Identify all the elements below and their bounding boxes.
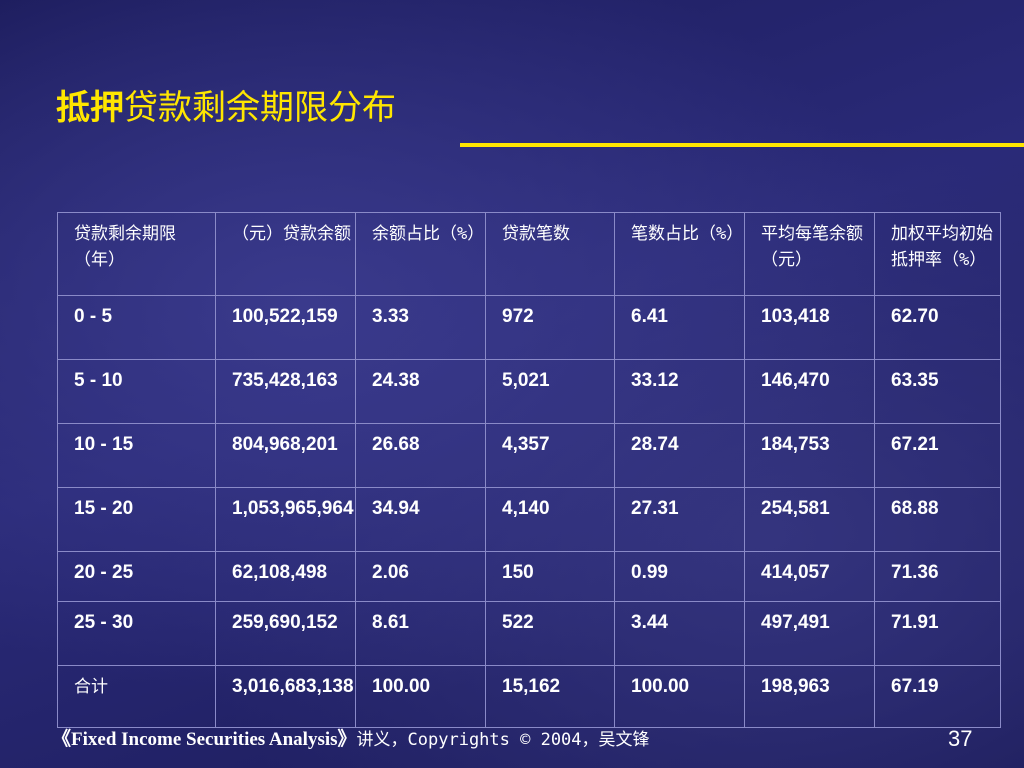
footer-copyright: 讲义，Copyrights © 2004，吴文锋 bbox=[356, 730, 650, 750]
cell-balance-share: 24.38 bbox=[355, 359, 486, 424]
cell-weighted-ltv: 67.19 bbox=[874, 665, 1001, 728]
cell-balance: 62,108,498 bbox=[215, 551, 356, 602]
table-row: 0 - 5 100,522,159 3.33 972 6.41 103,418 … bbox=[57, 295, 1001, 360]
cell-count: 150 bbox=[485, 551, 615, 602]
cell-balance-share: 26.68 bbox=[355, 423, 486, 488]
cell-avg-balance: 198,963 bbox=[744, 665, 875, 728]
cell-count: 4,140 bbox=[485, 487, 615, 552]
cell-balance-share: 100.00 bbox=[355, 665, 486, 728]
header-count-share: 笔数占比（%） bbox=[614, 212, 745, 296]
header-remaining-term: 贷款剩余期限（年） bbox=[57, 212, 216, 296]
table-row: 15 - 20 1,053,965,964 34.94 4,140 27.31 … bbox=[57, 487, 1001, 552]
cell-balance-share: 2.06 bbox=[355, 551, 486, 602]
cell-weighted-ltv: 71.91 bbox=[874, 601, 1001, 666]
footer-credit: 《Fixed Income Securities Analysis》讲义，Cop… bbox=[52, 724, 650, 751]
title-underline bbox=[460, 143, 1024, 147]
header-weighted-ltv: 加权平均初始抵押率（%） bbox=[874, 212, 1001, 296]
cell-count-share: 6.41 bbox=[614, 295, 745, 360]
cell-balance: 259,690,152 bbox=[215, 601, 356, 666]
cell-count-share: 27.31 bbox=[614, 487, 745, 552]
header-loan-count: 贷款笔数 bbox=[485, 212, 615, 296]
cell-balance: 735,428,163 bbox=[215, 359, 356, 424]
table-row: 5 - 10 735,428,163 24.38 5,021 33.12 146… bbox=[57, 359, 1001, 424]
cell-weighted-ltv: 68.88 bbox=[874, 487, 1001, 552]
page-number: 37 bbox=[948, 726, 973, 751]
cell-balance-share: 8.61 bbox=[355, 601, 486, 666]
cell-term: 合计 bbox=[57, 665, 216, 728]
cell-count-share: 28.74 bbox=[614, 423, 745, 488]
cell-avg-balance: 414,057 bbox=[744, 551, 875, 602]
cell-count-share: 33.12 bbox=[614, 359, 745, 424]
cell-balance: 3,016,683,138 bbox=[215, 665, 356, 728]
header-balance-share: 余额占比（%） bbox=[355, 212, 486, 296]
cell-weighted-ltv: 67.21 bbox=[874, 423, 1001, 488]
cell-balance-share: 3.33 bbox=[355, 295, 486, 360]
cell-balance-share: 34.94 bbox=[355, 487, 486, 552]
cell-avg-balance: 146,470 bbox=[744, 359, 875, 424]
title-rest: 贷款剩余期限分布 bbox=[124, 88, 396, 128]
cell-term: 25 - 30 bbox=[57, 601, 216, 666]
table-header-row: 贷款剩余期限（年） （元）贷款余额 余额占比（%） 贷款笔数 笔数占比（%） 平… bbox=[57, 212, 1001, 296]
cell-avg-balance: 103,418 bbox=[744, 295, 875, 360]
title-strong: 抵押 bbox=[56, 88, 124, 128]
table-row-total: 合计 3,016,683,138 100.00 15,162 100.00 19… bbox=[57, 665, 1001, 728]
table-row: 10 - 15 804,968,201 26.68 4,357 28.74 18… bbox=[57, 423, 1001, 488]
cell-term: 15 - 20 bbox=[57, 487, 216, 552]
cell-count: 522 bbox=[485, 601, 615, 666]
cell-avg-balance: 184,753 bbox=[744, 423, 875, 488]
cell-term: 0 - 5 bbox=[57, 295, 216, 360]
table-row: 20 - 25 62,108,498 2.06 150 0.99 414,057… bbox=[57, 551, 1001, 602]
cell-count-share: 3.44 bbox=[614, 601, 745, 666]
cell-avg-balance: 254,581 bbox=[744, 487, 875, 552]
footer-book-title: 《Fixed Income Securities Analysis》 bbox=[52, 729, 357, 750]
cell-count-share: 100.00 bbox=[614, 665, 745, 728]
cell-count: 972 bbox=[485, 295, 615, 360]
header-loan-balance: （元）贷款余额 bbox=[215, 212, 356, 296]
cell-term: 5 - 10 bbox=[57, 359, 216, 424]
cell-weighted-ltv: 71.36 bbox=[874, 551, 1001, 602]
cell-balance: 100,522,159 bbox=[215, 295, 356, 360]
cell-term: 10 - 15 bbox=[57, 423, 216, 488]
cell-count: 5,021 bbox=[485, 359, 615, 424]
table-row: 25 - 30 259,690,152 8.61 522 3.44 497,49… bbox=[57, 601, 1001, 666]
cell-count: 15,162 bbox=[485, 665, 615, 728]
cell-weighted-ltv: 62.70 bbox=[874, 295, 1001, 360]
cell-count: 4,357 bbox=[485, 423, 615, 488]
header-avg-balance: 平均每笔余额（元） bbox=[744, 212, 875, 296]
cell-count-share: 0.99 bbox=[614, 551, 745, 602]
cell-avg-balance: 497,491 bbox=[744, 601, 875, 666]
cell-balance: 804,968,201 bbox=[215, 423, 356, 488]
cell-balance: 1,053,965,964 bbox=[215, 487, 356, 552]
cell-weighted-ltv: 63.35 bbox=[874, 359, 1001, 424]
mortgage-term-table: 贷款剩余期限（年） （元）贷款余额 余额占比（%） 贷款笔数 笔数占比（%） 平… bbox=[57, 212, 1001, 728]
cell-term: 20 - 25 bbox=[57, 551, 216, 602]
slide-title: 抵押贷款剩余期限分布 bbox=[56, 80, 396, 129]
